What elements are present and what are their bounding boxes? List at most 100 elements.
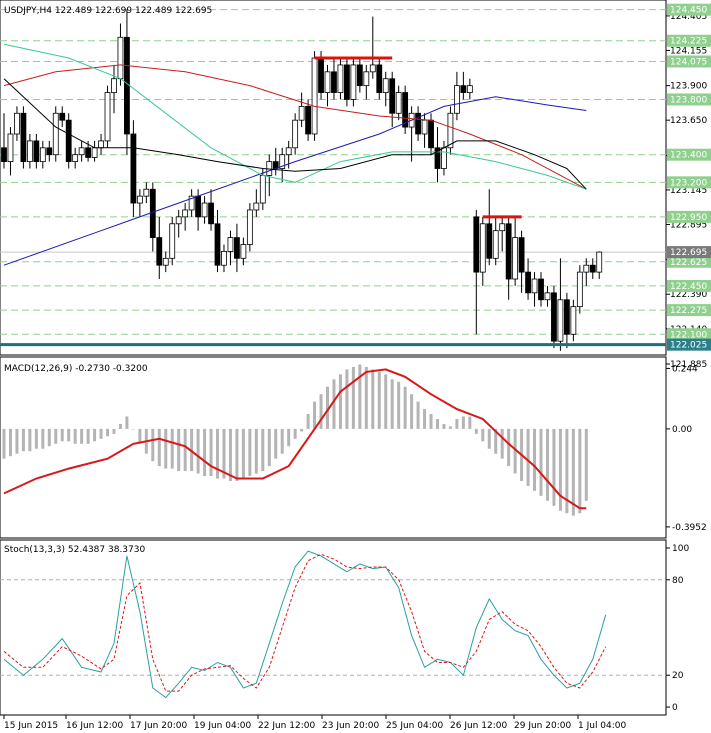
macd-bar-54: [351, 366, 355, 429]
price-panel-title: USDJPY,H4 122.489 122.699 122.489 122.69…: [4, 6, 212, 16]
candle-73: [473, 209, 480, 335]
macd-bar-31: [203, 428, 207, 477]
candle-body: [136, 195, 143, 204]
macd-bar-0: [2, 428, 6, 459]
candle-body: [279, 154, 286, 169]
level-tag-7-label: 122.625: [670, 258, 707, 268]
macd-bar-61: [397, 381, 401, 429]
candle-body: [492, 230, 499, 259]
macd-bar-56: [364, 366, 368, 429]
candle-84: [544, 285, 551, 307]
macd-bar-3: [21, 428, 25, 452]
candle-body: [460, 85, 467, 93]
macd-bar-49: [319, 394, 323, 429]
macd-bar-20: [131, 428, 135, 430]
candle-24: [156, 216, 163, 280]
support-tag-bg: [667, 338, 711, 351]
candle-54: [350, 58, 357, 107]
candle-83: [538, 272, 544, 307]
level-tag-6-label: 122.950: [670, 213, 707, 223]
macd-bar-12: [80, 428, 84, 444]
candle-body: [156, 237, 163, 266]
level-tag-3-label: 123.800: [670, 95, 707, 105]
level-tag-6-bg: [667, 210, 711, 223]
candle-74: [479, 216, 486, 286]
candle-body: [473, 216, 480, 273]
candle-58: [376, 58, 383, 100]
macd-bar-68: [442, 423, 446, 429]
macd-bar-21: [138, 428, 142, 444]
candle-body: [395, 92, 402, 114]
candle-29: [188, 189, 195, 217]
candle-91: [589, 258, 596, 280]
level-tag-8-label: 122.450: [670, 282, 707, 292]
stoch-d-line: [3, 553, 607, 692]
time-tick-label: 1 Jul 04:00: [578, 721, 627, 731]
candle-body: [14, 112, 20, 135]
macd-bar-83: [539, 428, 543, 496]
candle-body: [551, 292, 557, 342]
price-tick-label: 123.900: [670, 82, 707, 92]
macd-bar-1: [8, 428, 12, 457]
candle-body: [20, 112, 27, 163]
level-tag-9-bg: [667, 304, 711, 317]
stoch-tick-label: 80: [672, 576, 684, 586]
macd-bar-33: [216, 428, 220, 479]
candle-69: [447, 106, 454, 155]
macd-bar-87: [565, 428, 569, 514]
candle-56: [363, 64, 370, 100]
candle-body: [331, 71, 337, 93]
candle-10: [65, 113, 72, 169]
candle-body: [78, 147, 85, 156]
candle-body: [428, 119, 434, 149]
level-tag-0-bg: [667, 3, 711, 16]
macd-bar-43: [280, 428, 284, 454]
macd-bar-75: [487, 428, 491, 449]
macd-bar-9: [60, 428, 64, 442]
candle-body: [124, 36, 130, 135]
candle-85: [551, 285, 557, 349]
candle-80: [518, 230, 525, 293]
candle-body: [376, 64, 383, 93]
candle-body: [175, 216, 182, 225]
candle-5: [33, 133, 40, 169]
candle-body: [563, 299, 570, 335]
candle-body: [318, 57, 324, 93]
macd-bar-59: [384, 374, 388, 429]
candle-body: [52, 112, 59, 156]
macd-bar-74: [481, 428, 485, 442]
macd-bar-57: [371, 369, 375, 429]
candle-body: [305, 105, 311, 135]
macd-bar-13: [86, 428, 90, 444]
macd-bar-73: [474, 428, 478, 434]
macd-bar-51: [332, 379, 336, 429]
stoch-k-line: [3, 550, 607, 699]
macd-bar-11: [73, 428, 77, 444]
candle-body: [227, 237, 234, 252]
candle-body: [149, 188, 156, 238]
level-tag-8-bg: [667, 279, 711, 292]
candle-body: [33, 140, 40, 163]
macd-bar-65: [423, 409, 427, 429]
candle-26: [169, 216, 176, 266]
macd-bar-41: [267, 428, 271, 467]
stoch-tick-label: 100: [672, 544, 689, 554]
macd-bar-46: [300, 428, 304, 432]
price-tick-label: 121.885: [670, 360, 707, 370]
stoch-tick-label: 0: [672, 703, 678, 713]
candle-body: [486, 223, 493, 259]
candle-body: [98, 140, 104, 149]
candle-27: [175, 209, 182, 238]
candle-57: [369, 16, 376, 79]
macd-bar-34: [222, 428, 226, 479]
macd-bar-6: [41, 428, 45, 449]
candle-body: [479, 223, 486, 273]
candle-88: [570, 299, 577, 342]
candle-body: [324, 71, 331, 93]
candle-17: [111, 64, 117, 114]
candle-body: [195, 195, 202, 218]
current-price-tag-label: 122.695: [670, 248, 707, 258]
candle-28: [182, 203, 189, 231]
macd-bar-38: [248, 428, 252, 477]
macd-bar-89: [578, 428, 582, 514]
